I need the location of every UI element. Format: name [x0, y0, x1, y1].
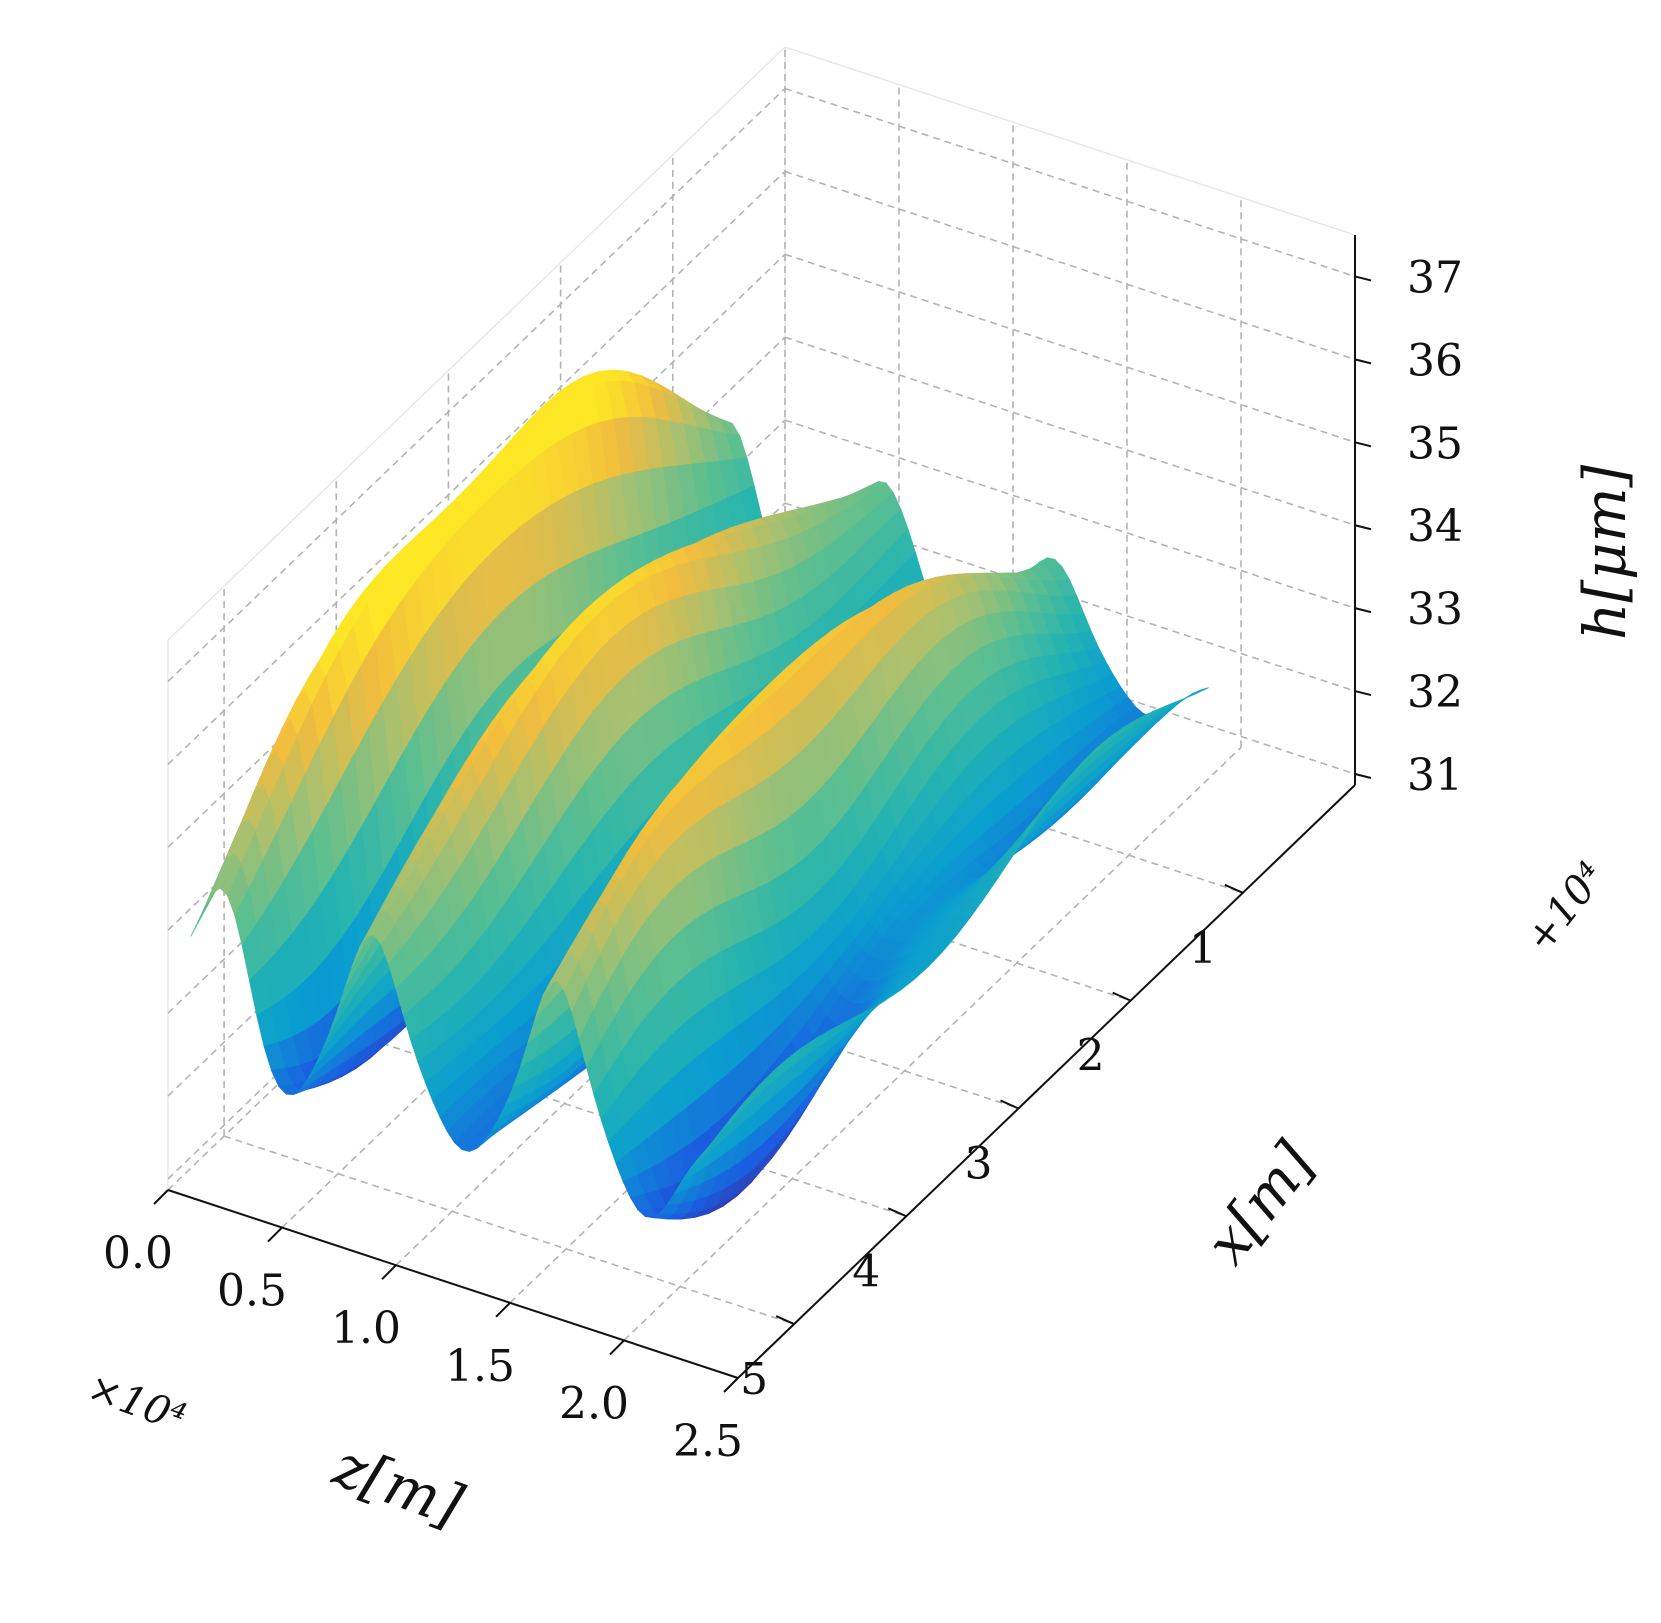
h-tick [1354, 441, 1372, 448]
z-tick-label: 1.5 [445, 1341, 515, 1392]
h-tick [1354, 773, 1372, 779]
axes-lines [153, 235, 1372, 1393]
h-tick [1354, 358, 1372, 365]
h-tick [1354, 690, 1372, 697]
z-tick-label: 0.5 [217, 1266, 287, 1317]
z-scale-text: ×10⁴ [82, 1364, 192, 1442]
h-gridline [784, 87, 1356, 278]
h-gridline [784, 419, 1356, 609]
h-tick [1354, 607, 1372, 614]
x-gridline [223, 1135, 795, 1325]
x-tick-label: 1 [1189, 923, 1217, 974]
h-tick-label: 35 [1407, 418, 1463, 469]
h-gridline [784, 253, 1356, 444]
h-axis-label: h[μm] [1571, 464, 1639, 640]
surface-facet [696, 1134, 719, 1161]
height-surface [190, 369, 1209, 1220]
z-gridline [623, 746, 1242, 1341]
h-tick-label: 31 [1407, 750, 1463, 801]
x-tick [1112, 991, 1132, 1002]
h-gridline [784, 336, 1356, 526]
x-axis-label: x[m] [1192, 1130, 1328, 1277]
h-gridline [784, 170, 1356, 361]
x-tick-label: 2 [1077, 1031, 1105, 1082]
z-tick [609, 1339, 625, 1356]
z-axis-label: z[m] [324, 1431, 471, 1540]
h-gridline [167, 253, 786, 848]
h-tick [1354, 524, 1372, 531]
x-tick-label: 3 [964, 1138, 992, 1189]
z-tick-label: 2.0 [559, 1378, 629, 1429]
x-axis-line [737, 784, 1356, 1379]
z-tick-label: 0.0 [103, 1228, 173, 1279]
z-tick-label: 1.0 [331, 1303, 401, 1354]
z-axis-line [167, 1189, 739, 1379]
h-gridline [167, 87, 786, 683]
h-tick-label: 36 [1407, 335, 1463, 386]
x-tick-label: 4 [852, 1246, 880, 1297]
z-tick [723, 1377, 739, 1393]
x-tick [1000, 1099, 1019, 1110]
z-tick-label: 2.5 [673, 1416, 743, 1467]
z-tick [381, 1264, 397, 1280]
h-tick [1354, 275, 1372, 282]
z-tick [495, 1302, 511, 1318]
x-offset-text: +10⁴ [1517, 854, 1615, 961]
x-tick [775, 1315, 795, 1326]
z-tick [153, 1189, 169, 1205]
x-tick-label: 5 [740, 1354, 768, 1405]
z-tick [267, 1226, 283, 1243]
h-tick-label: 37 [1407, 252, 1463, 303]
h-gridline [167, 170, 786, 765]
x-tick [887, 1207, 907, 1218]
h-tick-label: 34 [1407, 501, 1463, 552]
x-tick [1224, 883, 1244, 894]
h-tick-label: 33 [1407, 584, 1463, 635]
h-tick-label: 32 [1407, 667, 1463, 718]
